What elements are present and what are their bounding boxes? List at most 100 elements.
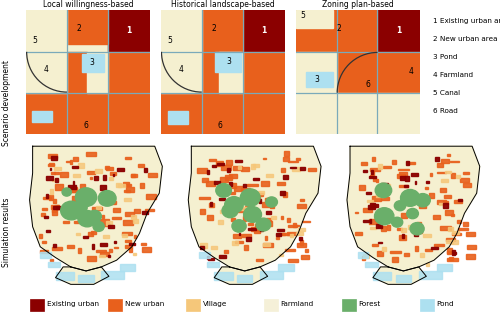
Bar — [266, 198, 270, 202]
Bar — [226, 160, 232, 165]
Bar — [414, 181, 416, 184]
Bar — [258, 199, 261, 203]
Bar — [448, 257, 458, 261]
Bar — [414, 232, 418, 235]
Bar — [73, 182, 74, 185]
Bar — [466, 232, 475, 236]
Bar — [300, 199, 304, 202]
Bar — [26, 52, 67, 93]
Bar — [278, 264, 293, 271]
Circle shape — [400, 190, 419, 206]
Bar — [217, 163, 224, 165]
Bar — [398, 185, 408, 187]
Bar — [408, 210, 414, 214]
Bar — [248, 223, 252, 225]
Bar — [426, 249, 432, 252]
Bar — [366, 262, 378, 267]
Bar — [377, 251, 384, 256]
Bar — [48, 164, 54, 166]
Bar — [336, 52, 419, 93]
Bar — [102, 215, 104, 218]
Text: 4: 4 — [44, 65, 49, 74]
Bar — [233, 166, 241, 170]
Bar — [390, 251, 400, 253]
Bar — [253, 164, 260, 167]
Bar — [362, 256, 365, 260]
Bar — [383, 166, 391, 168]
Bar — [237, 275, 252, 282]
Bar — [30, 299, 44, 311]
Bar — [381, 197, 388, 200]
Bar — [444, 201, 448, 204]
Text: 2: 2 — [77, 24, 82, 33]
Bar — [447, 154, 450, 156]
Polygon shape — [56, 267, 109, 284]
Bar — [378, 242, 382, 243]
Bar — [108, 10, 150, 52]
Bar — [67, 10, 108, 44]
Bar — [116, 183, 121, 186]
Bar — [262, 243, 270, 246]
Bar — [241, 188, 250, 190]
Bar — [266, 211, 270, 214]
Bar — [222, 165, 231, 170]
Bar — [372, 204, 378, 207]
Bar — [103, 235, 110, 238]
Circle shape — [216, 183, 232, 197]
Bar — [256, 259, 262, 261]
Text: 6: 6 — [365, 79, 370, 89]
Bar — [418, 271, 442, 279]
Title: Local willingness-based: Local willingness-based — [42, 0, 134, 9]
Bar — [425, 187, 428, 189]
Bar — [398, 169, 409, 171]
Bar — [363, 254, 369, 258]
Bar — [260, 182, 268, 186]
Bar — [52, 247, 62, 250]
Bar — [260, 230, 263, 231]
Bar — [444, 195, 451, 198]
Bar — [140, 182, 144, 188]
Bar — [430, 173, 432, 176]
Bar — [109, 248, 112, 252]
Bar — [49, 195, 52, 200]
Bar — [112, 217, 122, 219]
Bar — [276, 233, 281, 236]
Bar — [231, 218, 235, 221]
Circle shape — [232, 220, 246, 232]
Bar — [409, 199, 411, 202]
Bar — [80, 212, 87, 217]
Bar — [260, 271, 283, 279]
Bar — [446, 171, 451, 173]
Text: Scenario development: Scenario development — [2, 60, 11, 146]
Bar — [96, 206, 102, 209]
Bar — [52, 210, 57, 214]
Bar — [131, 174, 136, 177]
Bar — [408, 162, 414, 164]
Circle shape — [244, 207, 262, 222]
Bar — [128, 243, 134, 245]
Bar — [80, 184, 85, 189]
Bar — [202, 178, 208, 182]
Bar — [392, 257, 398, 262]
Bar — [200, 243, 207, 248]
Bar — [68, 245, 73, 248]
Bar — [220, 177, 228, 182]
Bar — [242, 52, 285, 93]
Bar — [242, 184, 246, 187]
Bar — [55, 178, 58, 182]
Bar — [264, 299, 278, 311]
Bar — [98, 195, 102, 198]
Bar — [266, 218, 270, 221]
Text: Pond: Pond — [436, 301, 454, 307]
Bar — [400, 235, 406, 240]
Bar — [458, 228, 468, 230]
Bar — [100, 243, 107, 245]
Bar — [78, 248, 82, 254]
Bar — [50, 189, 53, 194]
Text: 5: 5 — [32, 36, 37, 45]
Bar — [378, 192, 381, 195]
Circle shape — [407, 208, 418, 219]
Bar — [296, 158, 300, 160]
Bar — [256, 193, 263, 196]
Bar — [445, 210, 453, 215]
